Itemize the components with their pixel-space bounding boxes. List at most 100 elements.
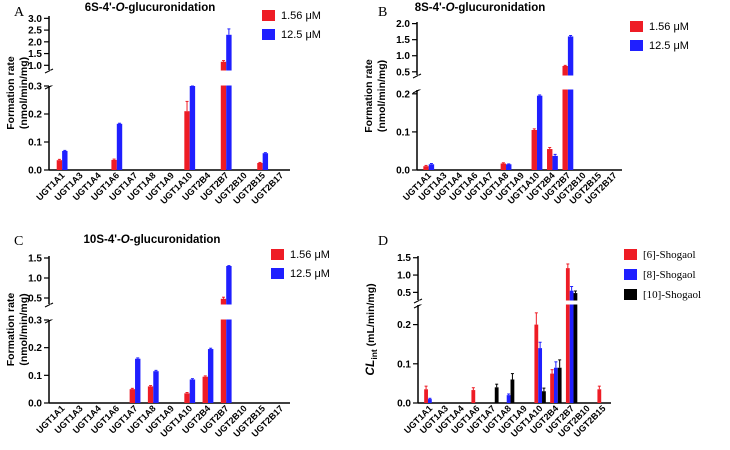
axis-break-gap xyxy=(50,304,291,320)
ylabel-line-2: (nmol/min/mg) xyxy=(18,293,30,365)
chart-panel-B: B 8S-4'-O-glucuronidation Formation rate(n… xyxy=(363,2,689,206)
axis-break-mark xyxy=(44,68,54,74)
title-part: 6S-4'- xyxy=(85,2,116,14)
bar xyxy=(207,349,214,403)
legend-label: [10]-Shogaol xyxy=(643,289,701,301)
axis-break-gap xyxy=(419,300,612,305)
bar xyxy=(552,155,558,170)
y-tick-label: 0.2 xyxy=(28,110,42,121)
bar xyxy=(189,379,196,403)
bar xyxy=(536,95,543,170)
bar xyxy=(597,389,602,403)
chart-title: 8S-4'-O-glucuronidation xyxy=(415,2,546,14)
chart-panel-C: C 10S-4'-O-glucuronidation Formation rate(… xyxy=(5,234,330,439)
y-tick-label: 1.0 xyxy=(397,271,411,282)
legend-swatch xyxy=(271,249,284,260)
bar xyxy=(220,298,227,403)
y-tick-label: 1.0 xyxy=(28,274,42,285)
y-tick-label: 2.5 xyxy=(28,26,42,37)
axis-break-gap xyxy=(418,75,623,90)
ylabel-line-1: Formation rate xyxy=(5,293,17,367)
bar xyxy=(542,391,546,403)
title-part-italic: O xyxy=(116,2,125,14)
title-part-italic: O xyxy=(446,2,455,14)
y-tick-label: 0.5 xyxy=(396,67,410,78)
y-tick-label: 0.1 xyxy=(396,127,410,138)
bar xyxy=(147,386,154,403)
title-part: -glucuronidation xyxy=(130,234,221,246)
y-tick-label: 0.0 xyxy=(396,166,410,177)
legend-swatch xyxy=(624,289,637,300)
bar xyxy=(534,324,539,403)
bar xyxy=(220,61,227,170)
panel-letter: C xyxy=(14,234,23,249)
y-tick-label: 0.3 xyxy=(28,316,42,327)
bar xyxy=(573,293,578,403)
bar xyxy=(567,36,574,170)
bar xyxy=(557,367,562,403)
legend-label: 12.5 μM xyxy=(290,268,330,280)
chart-title: 6S-4'-O-glucuronidation xyxy=(85,2,216,14)
bar xyxy=(184,393,190,403)
title-part: 8S-4'- xyxy=(415,2,446,14)
axis-break-mark xyxy=(412,73,422,79)
bar xyxy=(553,367,558,403)
bar xyxy=(184,111,190,170)
ylabel-cl: CL xyxy=(363,360,377,376)
bar xyxy=(129,389,136,403)
legend-swatch xyxy=(262,29,275,40)
axis-break-mark xyxy=(44,302,54,308)
y-axis-label: Formation rate(nmol/min/mg) xyxy=(5,56,30,130)
y-tick-label: 0.5 xyxy=(397,288,411,299)
bar xyxy=(565,268,570,403)
bar xyxy=(538,348,543,403)
legend-swatch xyxy=(271,268,284,279)
title-part: -glucuronidation xyxy=(455,2,546,14)
y-tick-label: 0.1 xyxy=(397,359,411,370)
y-tick-label: 3.0 xyxy=(28,14,42,25)
bar xyxy=(506,164,512,170)
bar xyxy=(424,389,428,403)
ylabel-line-1: Formation rate xyxy=(5,56,17,130)
axis-break-mark xyxy=(412,88,422,94)
y-tick-label: 1.5 xyxy=(397,253,411,264)
bar xyxy=(111,159,117,170)
y-axis-label: Formation rate(nmol/min/mg) xyxy=(363,59,388,133)
ylabel-line-2: (nmol/min/mg) xyxy=(18,57,30,129)
legend-label: [8]-Shogaol xyxy=(643,269,696,281)
bar xyxy=(226,266,232,403)
legend-label: 12.5 μM xyxy=(281,29,321,41)
y-tick-label: 1.0 xyxy=(28,61,42,72)
title-part: 10S-4'- xyxy=(84,234,121,246)
y-tick-label: 0.2 xyxy=(397,320,411,331)
legend-swatch xyxy=(624,249,637,260)
axis-break-mark xyxy=(44,318,54,324)
title-part-italic: O xyxy=(121,234,130,246)
bar xyxy=(428,164,435,170)
y-tick-label: 0.2 xyxy=(28,343,42,354)
y-tick-label: 0.0 xyxy=(28,166,42,177)
bar xyxy=(257,163,263,170)
bar xyxy=(547,149,553,170)
legend-swatch xyxy=(630,40,643,51)
y-tick-label: 0.2 xyxy=(396,89,410,100)
axis-break-gap xyxy=(50,70,291,86)
panel-letter: B xyxy=(378,5,387,20)
bar xyxy=(262,153,269,170)
bar xyxy=(427,399,432,403)
ylabel-line-2: (nmol/min/mg) xyxy=(376,60,388,132)
bar xyxy=(189,86,196,170)
y-tick-label: 2.0 xyxy=(28,37,42,48)
bar xyxy=(423,166,429,170)
y-tick-label: 0.0 xyxy=(397,399,411,410)
y-tick-label: 1.5 xyxy=(396,35,410,46)
y-tick-label: 0.5 xyxy=(28,294,42,305)
y-tick-label: 2.0 xyxy=(396,19,410,30)
y-tick-label: 1.0 xyxy=(396,51,410,62)
bar xyxy=(500,163,507,170)
y-axis-label: Formation rate(nmol/min/mg) xyxy=(5,293,30,367)
bar xyxy=(506,395,511,403)
axis-break-mark xyxy=(413,298,423,304)
